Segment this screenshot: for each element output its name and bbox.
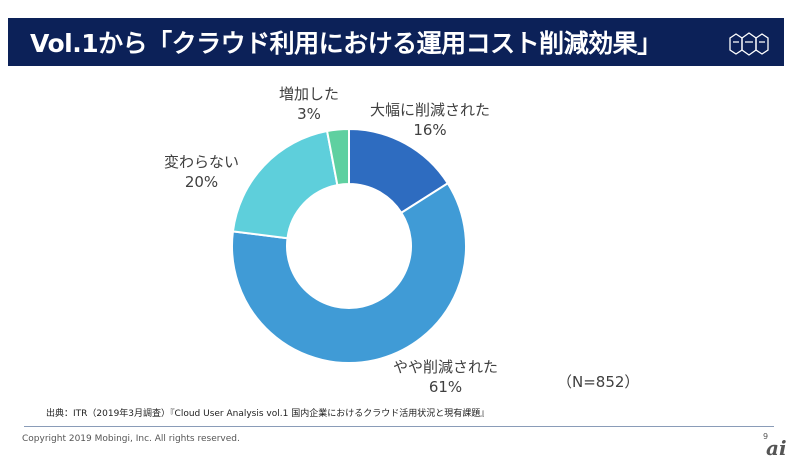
page-number: 9 xyxy=(763,432,769,441)
donut-slice-2 xyxy=(231,129,339,240)
label-slice-3: 増加した 3% xyxy=(279,85,340,123)
footer-logo: ai xyxy=(766,436,787,460)
footer-divider xyxy=(24,426,774,427)
slide-title: Vol.1から「クラウド利用における運用コスト削減効果」 xyxy=(30,29,662,58)
copyright: Copyright 2019 Mobingi, Inc. All rights … xyxy=(22,434,240,444)
title-banner: Vol.1から「クラウド利用における運用コスト削減効果」 xyxy=(8,18,784,66)
donut-slice-1 xyxy=(231,181,467,364)
source-note: 出典：ITR（2019年3月調査）『Cloud User Analysis vo… xyxy=(46,409,490,419)
donut-slice-3 xyxy=(325,127,350,187)
company-logo-icon xyxy=(729,32,769,56)
sample-size: （N=852） xyxy=(557,373,640,391)
label-slice-2: 変わらない 20% xyxy=(164,153,240,191)
label-slice-0: 大幅に削減された 16% xyxy=(370,101,491,139)
label-slice-1: やや削減された 61% xyxy=(393,358,499,396)
